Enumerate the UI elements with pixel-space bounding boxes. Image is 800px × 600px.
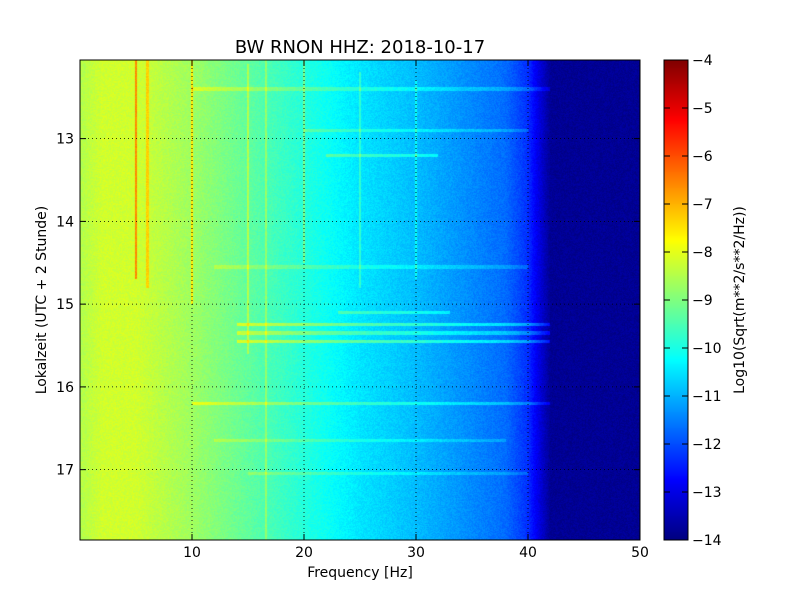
- x-tick-label: 30: [407, 545, 425, 561]
- colorbar-tick-label: −13: [692, 485, 722, 501]
- plot-area: [79, 59, 641, 541]
- colorbar-tick-label: −4: [692, 53, 713, 69]
- colorbar-tick-label: −6: [692, 149, 713, 165]
- grid-lines: [80, 60, 640, 540]
- colorbar-label: Log10(Sqrt(m**2/s**2/Hz)): [732, 206, 748, 394]
- colorbar-tick-label: −7: [692, 197, 713, 213]
- y-tick-label: 16: [56, 380, 74, 396]
- y-axis: 13 14 15 16 17: [56, 132, 640, 479]
- colorbar-ticks: −4 −5 −6 −7 −8 −9 −10 −11 −12 −13 −14: [664, 53, 722, 549]
- colorbar-tick-label: −10: [692, 341, 722, 357]
- colorbar: −4 −5 −6 −7 −8 −9 −10 −11 −12 −13 −14: [663, 53, 722, 549]
- y-axis-label: Lokalzeit (UTC + 2 Stunde): [34, 206, 50, 395]
- chart-title: BW RNON HHZ: 2018-10-17: [235, 37, 485, 58]
- colorbar-tick-label: −11: [692, 389, 722, 405]
- colorbar-tick-label: −12: [692, 437, 722, 453]
- x-axis-label: Frequency [Hz]: [307, 565, 413, 581]
- plot-frame: [79, 59, 641, 541]
- colorbar-tick-label: −14: [692, 533, 722, 549]
- y-tick-label: 17: [56, 463, 74, 479]
- x-axis: 10 20 30 40 50: [183, 60, 649, 561]
- x-tick-label: 40: [519, 545, 537, 561]
- x-tick-label: 20: [295, 545, 313, 561]
- x-tick-label: 10: [183, 545, 201, 561]
- colorbar-tick-label: −5: [692, 101, 713, 117]
- spectrogram-heatmap: [80, 60, 640, 540]
- x-tick-label: 50: [631, 545, 649, 561]
- y-tick-label: 14: [56, 214, 74, 230]
- colorbar-tick-label: −8: [692, 245, 713, 261]
- colorbar-tick-label: −9: [692, 293, 713, 309]
- y-tick-label: 15: [56, 297, 74, 313]
- y-tick-label: 13: [56, 132, 74, 148]
